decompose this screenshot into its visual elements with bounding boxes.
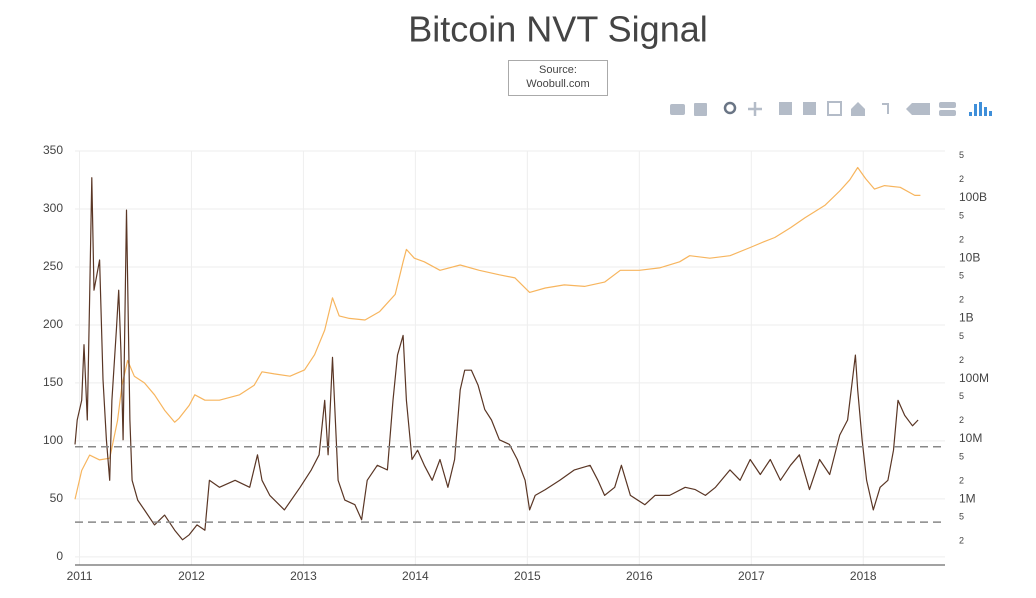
y-tick-label: 50 [50, 491, 64, 505]
x-tick-label: 2018 [850, 569, 877, 583]
y2-tick-label: 5 [959, 512, 964, 522]
y2-tick-label: 10B [959, 250, 980, 264]
y2-tick-label: 100B [959, 190, 987, 204]
x-tick-label: 2014 [402, 569, 429, 583]
y2-tick-label: 2 [959, 355, 964, 365]
y2-tick-label: 5 [959, 451, 964, 461]
plotly-logo[interactable] [969, 102, 992, 116]
camera-icon[interactable] [670, 104, 685, 115]
y2-tick-label: 10M [959, 431, 982, 445]
zoom-icon[interactable] [723, 101, 737, 115]
zoom-out-icon[interactable] [803, 102, 816, 115]
y2-tick-label: 2 [959, 234, 964, 244]
series-line [74, 177, 919, 541]
y2-tick-label: 2 [959, 415, 964, 425]
y2-tick-label: 2 [959, 295, 964, 305]
reset-icon[interactable] [851, 102, 865, 116]
y2-tick-label: 5 [959, 391, 964, 401]
y2-tick-label: 2 [959, 536, 964, 546]
save-icon[interactable] [694, 103, 707, 116]
source-box [508, 60, 608, 96]
y2-tick-label: 2 [959, 475, 964, 485]
y2-tick-label: 1M [959, 491, 976, 505]
zoom-in-icon[interactable] [779, 102, 792, 115]
y-tick-label: 250 [43, 259, 63, 273]
y2-tick-label: 5 [959, 150, 964, 160]
y-tick-label: 150 [43, 375, 63, 389]
x-tick-label: 2013 [290, 569, 317, 583]
y-tick-label: 350 [43, 143, 63, 157]
y2-tick-label: 5 [959, 271, 964, 281]
x-tick-label: 2011 [67, 569, 93, 583]
hover-closest-icon[interactable] [906, 103, 930, 115]
y-tick-label: 0 [56, 549, 63, 563]
y2-tick-label: 1B [959, 311, 974, 325]
hover-compare-icon[interactable] [939, 102, 956, 108]
source-label: Source: [539, 64, 577, 76]
hover-compare-icon-b[interactable] [939, 110, 956, 116]
y-tick-label: 100 [43, 433, 63, 447]
series-line [74, 166, 921, 500]
y2-tick-label: 2 [959, 174, 964, 184]
x-tick-label: 2012 [178, 569, 205, 583]
chart-title: Bitcoin NVT Signal [408, 9, 707, 50]
y2-tick-label: 5 [959, 331, 964, 341]
autoscale-icon[interactable] [827, 101, 842, 116]
x-tick-label: 2016 [626, 569, 653, 583]
y2-tick-label: 100M [959, 371, 989, 385]
x-tick-label: 2017 [738, 569, 765, 583]
y-tick-label: 200 [43, 317, 63, 331]
modebar [670, 101, 992, 116]
source-text: Woobull.com [526, 78, 589, 90]
y-tick-label: 300 [43, 201, 63, 215]
spike-icon[interactable] [882, 103, 889, 114]
y2-tick-label: 5 [959, 210, 964, 220]
x-tick-label: 2015 [514, 569, 541, 583]
pan-icon[interactable] [748, 102, 762, 116]
